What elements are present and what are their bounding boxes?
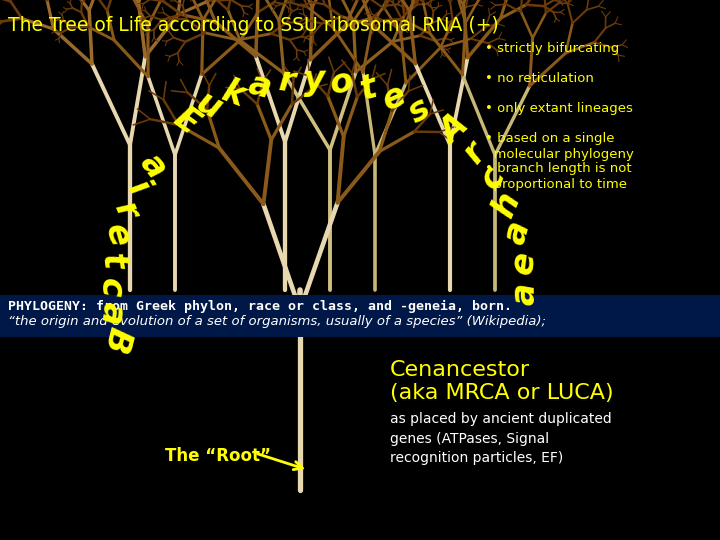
- Text: e: e: [377, 78, 412, 117]
- Text: u: u: [191, 86, 228, 126]
- Text: PHYLOGENY: from Greek phylon, race or class, and -geneia, born.: PHYLOGENY: from Greek phylon, race or cl…: [8, 300, 512, 313]
- Text: • branch length is not
  proportional to time: • branch length is not proportional to t…: [485, 162, 631, 191]
- Text: t: t: [356, 70, 381, 106]
- Text: B: B: [97, 323, 135, 356]
- Text: a: a: [133, 147, 173, 185]
- Text: s: s: [402, 91, 436, 130]
- Text: c: c: [94, 278, 127, 298]
- Text: • based on a single
  molecular phylogeny: • based on a single molecular phylogeny: [485, 132, 634, 161]
- Text: r: r: [108, 197, 145, 225]
- Text: (aka MRCA or LUCA): (aka MRCA or LUCA): [390, 383, 613, 403]
- Text: • strictly bifurcating: • strictly bifurcating: [485, 42, 619, 55]
- Text: k: k: [217, 75, 251, 114]
- Text: e: e: [99, 220, 137, 251]
- Bar: [0, 295, 720, 337]
- Text: a: a: [498, 218, 536, 248]
- Text: “the origin and evolution of a set of organisms, usually of a species” (Wikipedi: “the origin and evolution of a set of or…: [8, 315, 546, 328]
- Text: • no reticulation: • no reticulation: [485, 72, 594, 85]
- Text: a: a: [246, 68, 275, 105]
- Text: The “Root”: The “Root”: [165, 447, 271, 465]
- Text: y: y: [303, 63, 326, 97]
- Text: A: A: [433, 110, 474, 151]
- Text: t: t: [94, 251, 130, 272]
- Text: Cenancestor: Cenancestor: [390, 360, 530, 380]
- Text: o: o: [328, 64, 356, 100]
- Text: E: E: [167, 100, 204, 141]
- Text: r: r: [457, 136, 493, 170]
- Text: as placed by ancient duplicated
genes (ATPases, Signal
recognition particles, EF: as placed by ancient duplicated genes (A…: [390, 412, 612, 465]
- Text: a: a: [94, 300, 129, 327]
- Text: The Tree of Life according to SSU ribosomal RNA (+): The Tree of Life according to SSU riboso…: [8, 16, 499, 35]
- Text: e: e: [505, 249, 541, 276]
- Text: a: a: [508, 282, 541, 305]
- Text: i: i: [121, 174, 156, 201]
- Text: c: c: [474, 160, 512, 194]
- Text: • only extant lineages: • only extant lineages: [485, 102, 633, 115]
- Text: h: h: [487, 187, 527, 222]
- Text: r: r: [277, 64, 297, 98]
